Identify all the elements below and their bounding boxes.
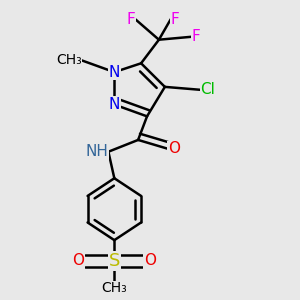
- Text: N: N: [109, 97, 120, 112]
- Text: NH: NH: [85, 144, 108, 159]
- Text: CH₃: CH₃: [101, 281, 127, 296]
- Text: F: F: [126, 12, 135, 27]
- Text: O: O: [168, 141, 180, 156]
- Text: N: N: [109, 64, 120, 80]
- Text: O: O: [73, 253, 85, 268]
- Text: Cl: Cl: [200, 82, 215, 97]
- Text: F: F: [192, 29, 200, 44]
- Text: F: F: [171, 12, 180, 27]
- Text: O: O: [144, 253, 156, 268]
- Text: S: S: [109, 252, 120, 270]
- Text: CH₃: CH₃: [56, 53, 82, 67]
